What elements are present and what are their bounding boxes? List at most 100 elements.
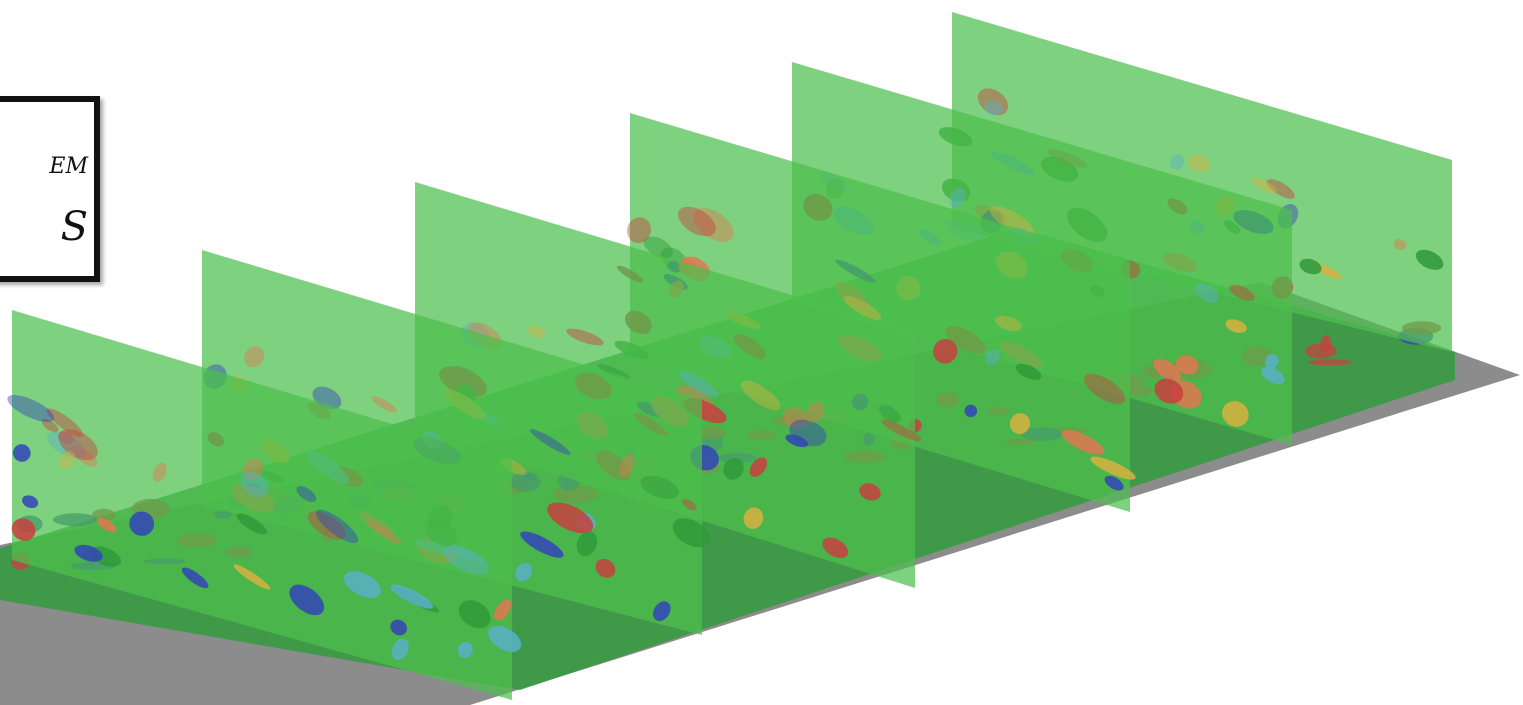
anomaly-blob [740,380,781,411]
anomaly-blob [1009,413,1031,435]
anomaly-blob [1090,456,1136,480]
anomaly-blob [843,295,882,321]
anomaly-blob [627,217,652,244]
anomaly-blob [243,458,264,481]
anomaly-blob [289,584,325,616]
anomaly-blob [933,338,958,364]
anomaly-blob [1195,283,1219,304]
anomaly-blob [233,564,271,590]
anomaly-blob [879,405,901,424]
anomaly-blob [678,370,718,398]
anomaly-blob [443,545,489,575]
anomaly-blob [859,483,881,501]
anomaly-blob [785,434,809,448]
anomaly-blob [181,567,209,589]
anomaly-blob [782,406,808,429]
anomaly-blob [244,346,265,368]
anomaly-blob [672,518,711,548]
anomaly-blob [527,325,545,338]
anomaly-blob [367,520,402,545]
anomaly-blob [1175,355,1199,375]
anomaly-blob [880,419,922,442]
anomaly-blob [129,511,155,536]
anomaly-blob [576,531,598,557]
anomaly-blob [46,408,84,438]
anomaly-blob [22,495,39,509]
anomaly-blob [74,544,103,562]
anomaly-blob [1251,177,1277,194]
anomaly-blob [547,502,594,534]
anomaly-blob [236,513,267,535]
anomaly-blob [296,486,317,503]
anomaly-blob [58,429,98,461]
anomaly-blob [619,453,635,478]
anomaly-blob [1154,378,1184,404]
slice-plane [415,182,915,588]
label-em-text: EM [49,154,88,179]
anomaly-blob [12,444,31,462]
anomaly-blob [1264,353,1279,369]
anomaly-blob [1393,238,1407,251]
anomaly-blob [1170,154,1185,170]
anomaly-blob [57,431,74,444]
anomaly-blob [307,511,346,540]
anomaly-blob [1187,154,1211,173]
vertical-slices [7,12,1452,700]
anomaly-blob [1229,284,1256,302]
anomaly-blob [46,431,86,459]
anomaly-blob [1083,373,1126,405]
anomaly-blob [1104,475,1124,491]
anomaly-blob [1225,319,1247,333]
anomaly-blob [240,471,269,498]
anomaly-blob [371,396,397,413]
anomaly-blob [1261,366,1285,385]
anomaly-blob [390,619,408,636]
anomaly-blob [315,509,359,544]
anomaly-blob [7,395,55,422]
anomaly-blob [152,462,167,482]
anomaly-blob [743,507,764,529]
anomaly-blob [96,517,117,533]
anomaly-blob [595,558,616,578]
anomaly-blob [1415,249,1444,270]
anomaly-blob [70,445,98,467]
anomaly-blob [995,315,1023,332]
anomaly-blob [1061,430,1105,455]
anomaly-blob [391,638,409,661]
anomaly-blob [59,451,76,469]
anomaly-blob [985,349,1000,366]
anomaly-blob [1320,335,1332,352]
anomaly-blob [1304,343,1337,359]
anomaly-blob [977,88,1009,116]
model-label-box: EM S [0,96,100,282]
label-s-text: S [60,204,88,250]
anomaly-blob [983,101,1003,116]
anomaly-blob [964,404,978,418]
anomaly-blob [805,401,825,423]
anomaly-blob [822,537,849,559]
anomaly-blob [458,600,491,629]
anomaly-blob [597,364,631,380]
anomaly-blob [566,328,604,346]
anomaly-blob [390,584,434,609]
slice-plane [630,113,1130,512]
anomaly-blob [723,458,744,480]
anomaly-blob [677,206,716,237]
anomaly-blob [1266,179,1295,199]
slice-6 [7,310,522,700]
anomaly-blob [1307,359,1352,366]
anomaly-blob [11,518,36,541]
anomaly-blob [681,498,697,511]
anomaly-blob [488,625,522,653]
anomaly-blob [989,205,1035,237]
anomaly-blob [949,187,966,208]
anomaly-blob [749,457,768,477]
anomaly-blob [529,429,571,455]
anomaly-blob [653,601,671,622]
anomaly-blob [457,641,473,659]
slice-plane [12,310,512,700]
anomaly-blob [1015,363,1042,380]
anomaly-blob [1222,401,1249,427]
anomaly-blob [41,418,59,433]
